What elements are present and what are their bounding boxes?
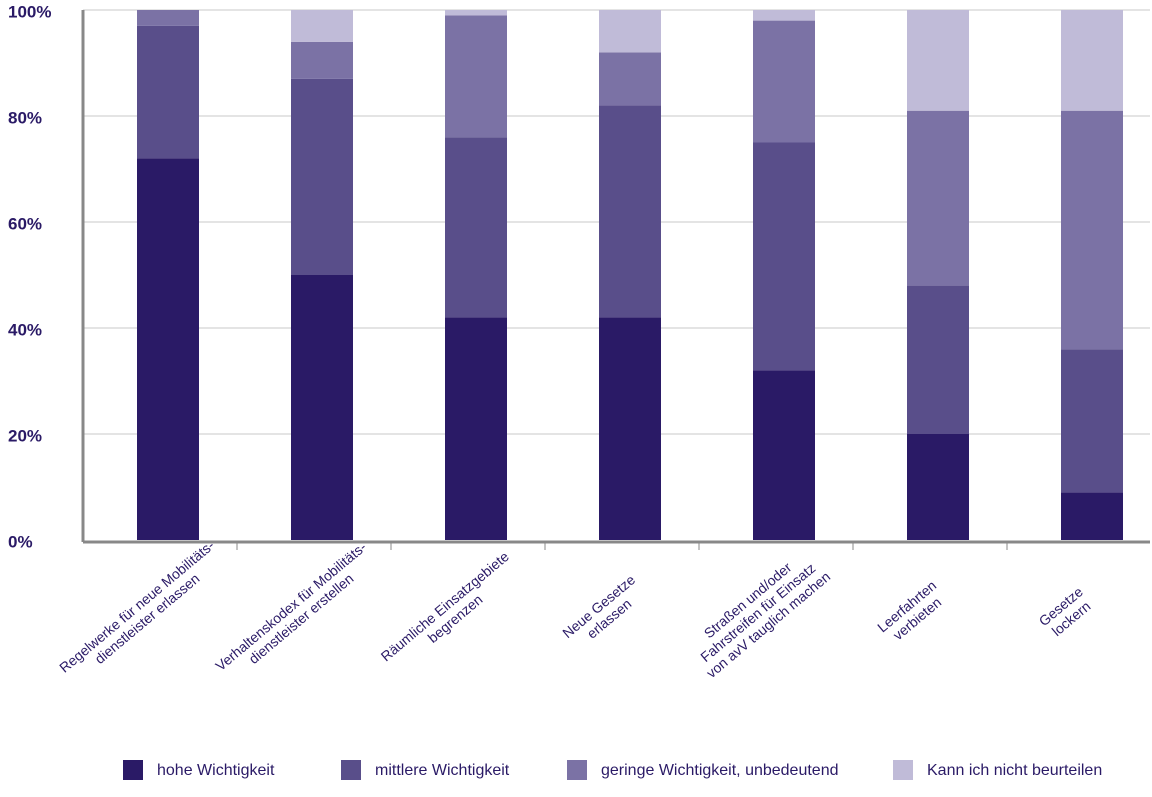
bar-segment [1061,492,1123,540]
bar-segment [599,52,661,106]
x-tick-label: Fahrstreifen für Einsatz [697,560,818,665]
y-tick-label: 100% [8,2,51,21]
bar-segment [1061,10,1123,111]
bar-segment [907,434,969,540]
x-tick-label-group: Verhaltenskodex für Mobilitäts-dienstlei… [212,538,369,674]
x-tick-label-group: Regelwerke für neue Mobilitäts-dienstlei… [56,537,217,676]
bar-segment [445,10,507,16]
bar-segment [291,78,353,276]
bar-segment [137,158,199,540]
bar-segment [753,142,815,371]
x-tick-label: Regelwerke für neue Mobilitäts- [56,537,217,676]
bar-segment [907,285,969,434]
legend-swatch [893,760,913,780]
legend-swatch [123,760,143,780]
bar-segment [291,275,353,540]
legend-label: hohe Wichtigkeit [157,762,275,779]
bar-segment [753,10,815,21]
legend-label: mittlere Wichtigkeit [375,762,510,779]
bar-segment [753,20,815,143]
bar-segment [753,370,815,540]
y-tick-label: 40% [8,320,42,339]
y-tick-label: 80% [8,108,42,127]
y-tick-label: 60% [8,214,42,233]
x-tick-label: Verhaltenskodex für Mobilitäts- [212,538,369,674]
bar-segment [137,25,199,159]
bar-segment [1061,349,1123,493]
bar-segment [137,10,199,26]
y-tick-label: 0% [8,532,33,551]
bar-segment [599,317,661,540]
bar-segment [599,10,661,53]
bar-segment [445,137,507,318]
legend-label: geringe Wichtigkeit, unbedeutend [601,762,839,779]
bar-segment [907,110,969,286]
bar-segment [291,41,353,79]
bar-segment [445,15,507,138]
legend-swatch [341,760,361,780]
bar-segment [599,105,661,318]
bar-segment [907,10,969,111]
bar-segment [445,317,507,540]
bar-segment [291,10,353,42]
legend-swatch [567,760,587,780]
x-tick-label: Räumliche Einsatzgebiete [378,548,512,664]
y-tick-label: 20% [8,426,42,445]
bar-segment [1061,110,1123,350]
legend-label: Kann ich nicht beurteilen [927,762,1102,779]
